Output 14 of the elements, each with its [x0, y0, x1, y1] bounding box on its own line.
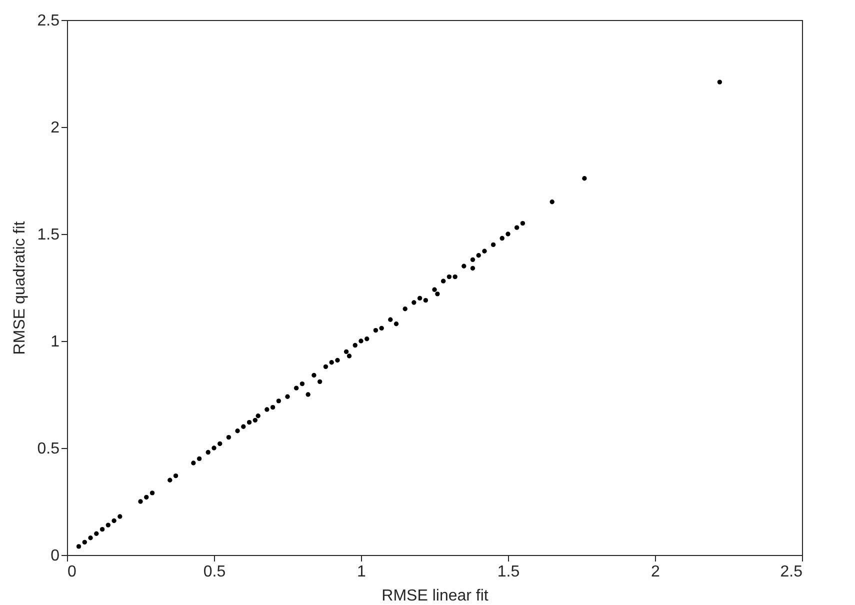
x-tick-label: 1: [357, 564, 366, 580]
x-tick-label: 0: [68, 564, 76, 580]
x-tick-label: 2: [651, 564, 660, 580]
x-tick-label: 0.5: [203, 564, 226, 580]
y-tick-label: 0: [50, 548, 60, 564]
x-axis-title: RMSE linear fit: [382, 588, 489, 604]
y-tick-label: 1: [50, 334, 60, 350]
x-tick-label: 2.5: [780, 564, 803, 580]
y-axis-title: RMSE quadratic fit: [11, 220, 28, 355]
y-tick-label: 1.5: [37, 226, 60, 244]
y-tick-label: 0.5: [37, 440, 60, 458]
x-tick-label: 1.5: [497, 564, 520, 580]
y-tick-label: 2.5: [37, 12, 60, 30]
y-tick-label: 2: [50, 120, 60, 136]
